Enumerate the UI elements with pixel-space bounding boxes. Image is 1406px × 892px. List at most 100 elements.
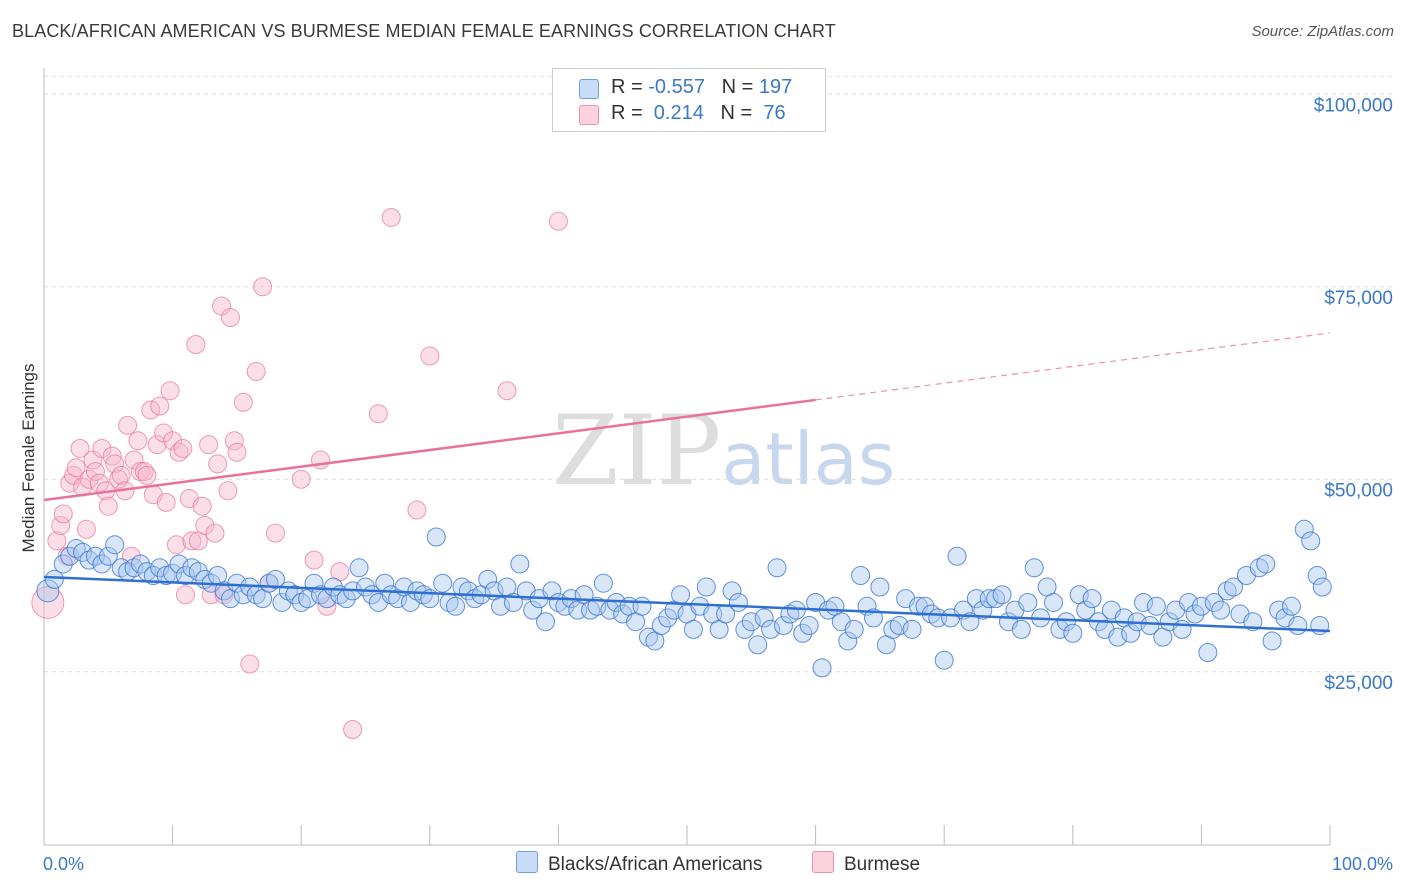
black-point <box>1269 600 1289 620</box>
black-point <box>60 546 80 566</box>
legend-swatch-black <box>579 79 599 99</box>
burmese-point <box>166 535 186 555</box>
burmese-point <box>163 431 183 451</box>
burmese-point <box>220 308 240 328</box>
black-point <box>426 527 446 547</box>
black-point <box>773 616 793 636</box>
burmese-point <box>85 462 105 482</box>
black-point <box>175 566 195 585</box>
black-point <box>536 612 556 632</box>
black-point <box>1018 592 1038 612</box>
black-point <box>844 619 864 639</box>
bottom-label-burmese: Burmese <box>844 854 921 875</box>
source-credit: Source: ZipAtlas.com <box>1251 23 1394 40</box>
burmese-point <box>227 442 247 462</box>
black-point <box>979 589 999 609</box>
black-point <box>632 596 652 616</box>
burmese-point <box>79 469 99 489</box>
axes <box>43 68 1331 846</box>
burmese-point <box>92 438 112 458</box>
black-point <box>1281 596 1301 616</box>
x-tick-label-max: 100.0% <box>1332 854 1393 874</box>
black-point <box>722 581 742 601</box>
correlation-legend: R = -0.557 N = 197 R = 0.214 N = 76 <box>552 68 826 132</box>
black-point <box>349 558 369 578</box>
black-point <box>98 546 118 566</box>
black-point <box>388 589 408 609</box>
black-point <box>793 623 813 643</box>
black-point <box>446 596 466 616</box>
black-point <box>992 585 1012 605</box>
black-point <box>658 608 678 628</box>
burmese-point <box>156 492 176 512</box>
watermark-atlas: atlas <box>721 417 896 501</box>
y-tick-label: $75,000 <box>1324 288 1393 309</box>
black-point <box>188 562 208 582</box>
burmese-point <box>111 465 131 485</box>
legend-n-burmese: 76 <box>757 102 786 124</box>
black-point <box>523 600 543 620</box>
bottom-legend-burmese: Burmese <box>812 851 920 876</box>
black-point <box>169 554 189 574</box>
black-point <box>786 600 806 620</box>
black-point <box>671 585 691 605</box>
black-point <box>227 573 247 593</box>
burmese-point <box>195 515 215 535</box>
burmese-point <box>497 381 517 401</box>
burmese-point <box>224 431 244 451</box>
black-point <box>44 569 64 589</box>
black-point <box>748 635 768 655</box>
black-point <box>915 596 935 616</box>
bottom-label-black: Blacks/African Americans <box>548 854 763 875</box>
black-point <box>838 631 858 651</box>
watermark-zip: ZIP <box>552 395 722 507</box>
black-point <box>947 546 967 566</box>
burmese-point <box>208 454 228 474</box>
black-point <box>1108 627 1128 647</box>
burmese-point <box>205 523 225 543</box>
burmese-trend-line <box>43 398 816 502</box>
black-point <box>92 554 112 574</box>
black-point <box>1172 619 1192 639</box>
black-point <box>1011 619 1031 639</box>
burmese-point <box>169 442 189 462</box>
black-point <box>265 569 285 589</box>
black-point <box>323 577 343 597</box>
black-point <box>1294 519 1314 539</box>
black-point <box>1288 616 1308 636</box>
burmese-point <box>47 531 67 551</box>
legend-swatch-burmese <box>579 105 599 125</box>
black-point <box>36 579 60 603</box>
y-tick-label: $100,000 <box>1314 95 1393 116</box>
burmese-point <box>128 431 148 451</box>
black-point <box>728 592 748 612</box>
burmese-point <box>265 523 285 543</box>
burmese-point <box>118 415 138 435</box>
burmese-point <box>407 500 427 520</box>
legend-text-black: R = -0.557 N = 197 <box>611 76 793 98</box>
black-point <box>870 577 890 597</box>
black-point <box>683 619 703 639</box>
black-trend-line <box>43 575 1331 633</box>
burmese-points <box>31 207 568 739</box>
burmese-point <box>105 454 125 474</box>
black-point <box>1191 596 1211 616</box>
black-point <box>1056 612 1076 632</box>
black-point <box>1307 566 1327 585</box>
burmese-point <box>147 435 167 455</box>
black-point <box>651 616 671 636</box>
burmese-point <box>368 404 388 424</box>
black-point <box>593 573 613 593</box>
burmese-point <box>253 277 273 297</box>
black-point <box>1301 531 1321 551</box>
black-points <box>36 519 1332 678</box>
black-point <box>1063 623 1083 643</box>
black-point <box>1076 600 1096 620</box>
black-point <box>587 596 607 616</box>
burmese-point <box>182 531 202 551</box>
axis-labels: $25,000 $50,000 $75,000 $100,000 0.0% 100.0% M… <box>19 95 1393 874</box>
black-point <box>105 535 125 555</box>
burmese-point <box>343 720 363 739</box>
black-point <box>1134 592 1154 612</box>
burmese-point <box>304 550 324 570</box>
